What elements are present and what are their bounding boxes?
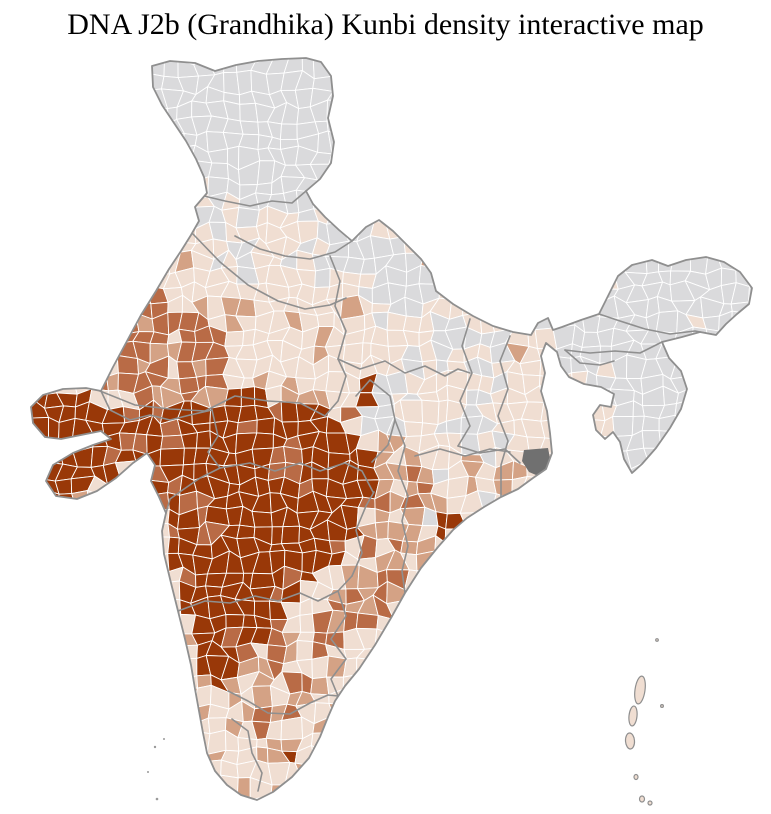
state-border-line xyxy=(199,190,307,207)
state-border-line xyxy=(177,575,353,612)
district-cell[interactable] xyxy=(196,430,212,449)
state-border-line xyxy=(497,335,511,498)
district-cell[interactable] xyxy=(236,69,253,96)
island[interactable] xyxy=(628,705,638,727)
state-border-line xyxy=(351,491,375,577)
district-cell[interactable] xyxy=(326,655,347,678)
district-cell[interactable] xyxy=(446,475,469,499)
state-border-line xyxy=(394,419,409,594)
state-border-line xyxy=(337,358,471,377)
india-outline xyxy=(30,57,753,801)
district-cell[interactable] xyxy=(299,613,315,633)
district-cell[interactable] xyxy=(208,162,229,180)
island[interactable] xyxy=(659,703,664,708)
map-title: DNA J2b (Grandhika) Kunbi density intera… xyxy=(67,8,704,41)
state-border-line xyxy=(165,409,221,514)
district-cell[interactable] xyxy=(239,102,259,123)
district-cell[interactable] xyxy=(251,510,273,528)
island[interactable] xyxy=(624,732,636,750)
district-cell[interactable] xyxy=(225,614,245,629)
state-border-line xyxy=(100,390,213,421)
district-cell[interactable] xyxy=(256,417,276,435)
state-border-line xyxy=(564,349,615,366)
district-cell[interactable] xyxy=(311,655,329,680)
state-border-line xyxy=(355,379,396,463)
islet-dot xyxy=(147,771,149,773)
andaman-nicobar-islands[interactable] xyxy=(624,638,664,806)
island[interactable] xyxy=(647,800,653,806)
state-border-line xyxy=(227,690,339,715)
district-cell[interactable] xyxy=(342,342,364,365)
district-cell[interactable] xyxy=(178,328,197,343)
district-cell[interactable] xyxy=(280,400,299,423)
district-cell[interactable] xyxy=(374,521,389,540)
island[interactable] xyxy=(638,795,646,803)
district-cell[interactable] xyxy=(403,421,424,438)
island[interactable] xyxy=(655,638,659,642)
lakshadweep-islets xyxy=(147,738,165,801)
state-border-line xyxy=(564,341,663,354)
district-cell[interactable] xyxy=(400,540,419,556)
district-cell[interactable] xyxy=(748,284,765,303)
district-cell[interactable] xyxy=(281,525,301,545)
island[interactable] xyxy=(633,773,639,781)
district-cell[interactable] xyxy=(641,415,660,432)
state-border-line xyxy=(414,448,511,457)
district-cell[interactable] xyxy=(599,345,613,364)
district-cell[interactable] xyxy=(224,330,245,347)
state-borders xyxy=(99,190,717,792)
district-cell[interactable] xyxy=(236,524,256,540)
islet-dot xyxy=(155,797,159,801)
district-cell[interactable] xyxy=(239,120,260,136)
islet-dot xyxy=(163,738,165,740)
state-border-line xyxy=(234,235,353,260)
district-cell[interactable] xyxy=(655,310,679,334)
district-cell[interactable] xyxy=(314,267,331,289)
district-cell[interactable] xyxy=(296,639,314,662)
state-border-line xyxy=(457,445,521,464)
islet-dot xyxy=(153,745,157,749)
district-cell[interactable] xyxy=(280,716,304,741)
state-border-line xyxy=(219,462,374,493)
state-border-line xyxy=(329,255,347,360)
district-cell[interactable] xyxy=(235,207,260,229)
district-cell[interactable] xyxy=(159,447,185,467)
district-cell[interactable] xyxy=(399,399,424,424)
state-border-line xyxy=(231,718,263,792)
state-border-line xyxy=(330,590,347,697)
district-cell[interactable] xyxy=(310,676,330,696)
district-cell[interactable] xyxy=(116,354,139,375)
island[interactable] xyxy=(633,675,647,705)
district-cell[interactable] xyxy=(256,737,268,749)
district-cell[interactable] xyxy=(167,536,180,554)
district-cell[interactable] xyxy=(160,434,185,450)
district-cell[interactable] xyxy=(279,123,298,140)
district-cell[interactable] xyxy=(402,315,423,334)
state-border-line xyxy=(99,358,347,417)
district-cell[interactable] xyxy=(355,612,379,630)
state-border-line xyxy=(191,232,347,310)
district-cell[interactable] xyxy=(421,399,440,426)
district-cell[interactable] xyxy=(236,419,258,435)
state-border-line xyxy=(457,318,473,447)
district-cell[interactable] xyxy=(612,416,634,437)
district-cell[interactable] xyxy=(180,432,198,449)
